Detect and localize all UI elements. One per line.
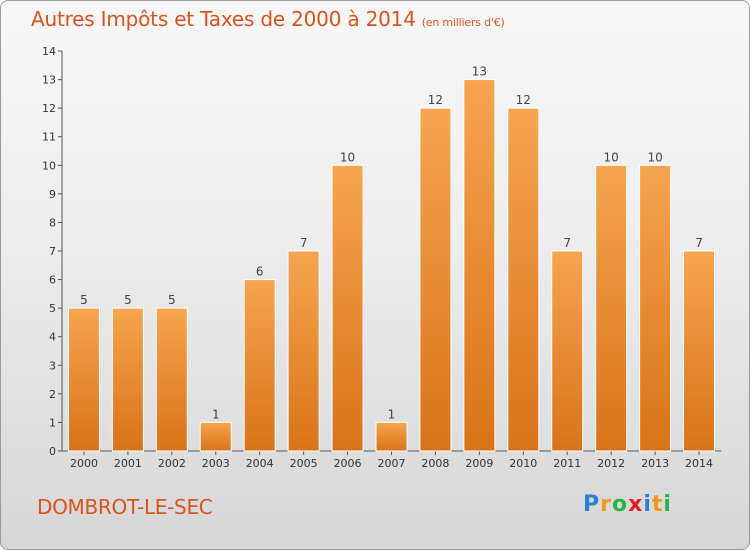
logo-letter: i	[663, 492, 672, 517]
bar-2013	[639, 164, 672, 452]
x-tick-label-2012: 2012	[597, 457, 625, 470]
y-tick-label: 12	[42, 102, 56, 115]
bar-2008	[419, 107, 452, 452]
x-tick-label-2001: 2001	[114, 457, 142, 470]
y-tick-label: 2	[49, 388, 56, 401]
bar-2006	[331, 164, 364, 452]
data-label-2014: 7	[695, 236, 703, 250]
data-label-2008: 12	[428, 93, 443, 107]
y-tick-label: 0	[49, 445, 56, 458]
logo-letter: i	[643, 492, 652, 517]
data-label-2009: 13	[472, 65, 487, 79]
x-tick-label-2002: 2002	[158, 457, 186, 470]
y-tick-label: 1	[49, 416, 56, 429]
x-tick-label-2008: 2008	[421, 457, 449, 470]
y-tick-label: 13	[42, 74, 56, 87]
x-tick-label-2007: 2007	[378, 457, 406, 470]
chart-title-text: Autres Impôts et Taxes de 2000 à 2014	[31, 7, 416, 31]
logo-letter: t	[651, 492, 664, 517]
chart-bars	[67, 79, 716, 452]
data-label-2002: 5	[168, 293, 176, 307]
chart-unit: (en milliers d'€)	[421, 16, 505, 29]
y-tick-label: 11	[42, 131, 56, 144]
data-label-2004: 6	[256, 265, 264, 279]
bar-2000	[67, 307, 100, 452]
chart-labels: 5 2000 5 2001 5 2002 1 2003 6 2004 7 2005 10 2006 1 200…	[70, 65, 713, 470]
bar-2002	[155, 307, 188, 452]
y-tick-label: 7	[49, 245, 56, 258]
bar-2003	[199, 421, 232, 452]
y-tick-label: 10	[42, 159, 56, 172]
bar-2011	[551, 250, 584, 452]
y-tick-label: 6	[49, 274, 56, 287]
bar-2007	[375, 421, 408, 452]
x-tick-label-2000: 2000	[70, 457, 98, 470]
bar-2014	[683, 250, 716, 452]
y-tick-label: 5	[49, 302, 56, 315]
logo-letter: o	[611, 492, 629, 517]
data-label-2010: 12	[516, 93, 531, 107]
logo-letter: x	[628, 492, 644, 517]
bar-2004	[243, 279, 276, 452]
data-label-2013: 10	[647, 150, 662, 164]
x-tick-label-2003: 2003	[202, 457, 230, 470]
logo-letter: P	[583, 492, 601, 517]
commune-name: DOMBROT-LE-SEC	[37, 495, 213, 519]
data-label-2011: 7	[563, 236, 571, 250]
x-tick-label-2014: 2014	[685, 457, 713, 470]
data-label-2006: 10	[340, 150, 355, 164]
bar-2001	[111, 307, 144, 452]
y-tick-label: 8	[49, 216, 56, 229]
proxiti-logo: Proxiti	[583, 492, 672, 517]
data-label-2007: 1	[388, 407, 396, 421]
y-tick-label: 9	[49, 188, 56, 201]
bar-2010	[507, 107, 540, 452]
bar-2009	[463, 79, 496, 452]
bar-2012	[595, 164, 628, 452]
chart-title: Autres Impôts et Taxes de 2000 à 2014 (en…	[31, 7, 505, 31]
bar-2005	[287, 250, 320, 452]
data-label-2001: 5	[124, 293, 132, 307]
x-tick-label-2009: 2009	[465, 457, 493, 470]
x-tick-label-2006: 2006	[334, 457, 362, 470]
data-label-2005: 7	[300, 236, 308, 250]
x-tick-label-2011: 2011	[553, 457, 581, 470]
x-tick-label-2005: 2005	[290, 457, 318, 470]
logo-letter: r	[600, 492, 612, 517]
y-tick-label: 3	[49, 359, 56, 372]
y-tick-label: 14	[42, 45, 56, 58]
data-label-2003: 1	[212, 407, 220, 421]
data-label-2012: 10	[604, 150, 619, 164]
x-tick-label-2004: 2004	[246, 457, 274, 470]
x-tick-label-2010: 2010	[509, 457, 537, 470]
data-label-2000: 5	[80, 293, 88, 307]
x-tick-label-2013: 2013	[641, 457, 669, 470]
y-tick-label: 4	[49, 331, 56, 344]
